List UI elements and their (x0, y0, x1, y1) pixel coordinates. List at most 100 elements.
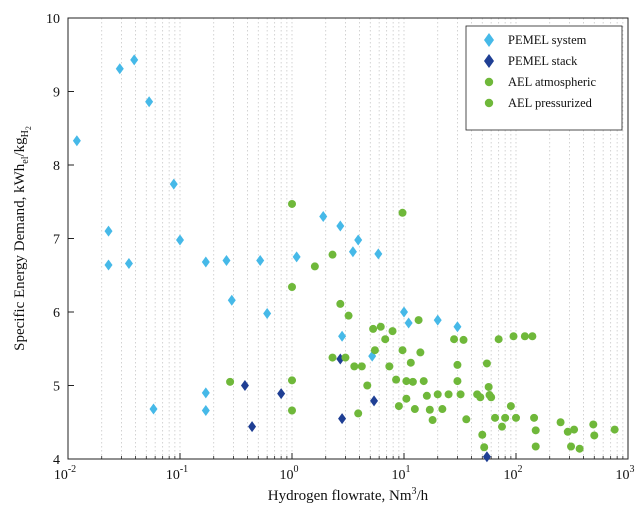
y-tick-label: 8 (53, 159, 60, 174)
data-point-pemel-system (169, 178, 178, 190)
data-point-ael-pressurized (476, 393, 485, 402)
legend-label-ael-pressurized: AEL pressurized (508, 96, 593, 110)
data-point-ael-atmospheric (226, 377, 235, 386)
data-point-pemel-system (104, 225, 113, 237)
data-point-ael-atmospheric (328, 250, 337, 259)
y-axis-label: Specific Energy Demand, kWhel/kgH2 (12, 126, 33, 351)
y-tick-label: 7 (53, 233, 60, 248)
data-point-ael-pressurized (530, 413, 539, 422)
data-point-pemel-system (72, 135, 81, 147)
data-point-ael-atmospheric (444, 390, 453, 399)
data-point-ael-atmospheric (288, 376, 296, 385)
data-point-ael-atmospheric (357, 362, 366, 371)
legend-marker-pemel-system (484, 33, 494, 47)
x-tick-label: 10-2 (54, 464, 76, 483)
data-point-ael-pressurized (456, 390, 465, 399)
data-point-ael-pressurized (491, 413, 500, 422)
data-point-ael-atmospheric (433, 390, 442, 399)
data-point-pemel-system (130, 54, 139, 66)
data-point-pemel-stack (240, 380, 249, 391)
data-point-pemel-system (433, 314, 442, 326)
data-point-ael-atmospheric (369, 324, 378, 333)
axis-ticks: 10-2 10-1 100 101 102 103 4 5 6 7 8 9 10 (46, 12, 635, 483)
data-point-pemel-system (124, 257, 133, 269)
data-point-pemel-system (292, 251, 301, 263)
x-axis-label-sup: 3 (412, 486, 417, 497)
data-point-ael-atmospheric (438, 405, 447, 414)
series-ael-atmospheric (226, 199, 459, 425)
y-axis-label-sub3: 2 (24, 126, 33, 130)
data-point-ael-atmospheric (422, 391, 431, 400)
data-point-ael-pressurized (462, 415, 471, 424)
y-tick-label: 5 (53, 380, 60, 395)
data-point-ael-atmospheric (398, 346, 407, 355)
data-point-ael-pressurized (480, 443, 489, 452)
data-point-ael-atmospheric (336, 299, 345, 308)
data-point-ael-atmospheric (428, 416, 437, 425)
data-point-ael-pressurized (453, 377, 462, 386)
data-point-ael-pressurized (512, 413, 520, 422)
data-point-pemel-stack (370, 395, 379, 407)
data-point-pemel-stack (277, 388, 286, 400)
series-pemel-system (72, 54, 462, 416)
data-point-pemel-system (374, 248, 383, 260)
data-point-pemel-stack (338, 413, 347, 425)
legend-marker-pemel-stack (484, 54, 494, 68)
x-tick-label: 10-1 (166, 464, 188, 483)
data-point-ael-atmospheric (370, 346, 379, 355)
data-point-ael-pressurized (520, 332, 529, 341)
x-tick-label: 101 (392, 464, 411, 483)
data-point-pemel-stack (248, 421, 257, 433)
y-axis-label-sub2: H (20, 130, 31, 137)
data-point-pemel-system (176, 234, 184, 246)
legend-item-ael-atmospheric: AEL atmospheric (484, 75, 597, 89)
data-point-ael-atmospheric (406, 358, 415, 367)
data-point-ael-pressurized (556, 418, 565, 427)
data-point-ael-atmospheric (288, 199, 296, 208)
data-point-ael-atmospheric (410, 405, 419, 414)
legend-item-pemel-stack: PEMEL stack (484, 54, 578, 68)
data-point-pemel-system (256, 255, 265, 267)
data-point-pemel-system (319, 210, 328, 222)
legend-item-pemel-system: PEMEL system (484, 33, 587, 47)
data-point-ael-pressurized (484, 382, 493, 391)
data-point-pemel-system (404, 317, 413, 329)
data-point-pemel-system (338, 330, 347, 342)
data-point-pemel-system (115, 63, 124, 75)
x-axis-label-tail: /h (417, 488, 429, 504)
data-point-pemel-system (453, 321, 462, 333)
data-point-ael-atmospheric (328, 353, 337, 362)
data-point-ael-atmospheric (388, 327, 397, 336)
legend-box (465, 25, 623, 131)
x-axis-label-main: Hydrogen flowrate, Nm (268, 488, 412, 504)
data-point-ael-pressurized (528, 332, 537, 341)
y-tick-label: 10 (46, 12, 60, 27)
data-points (72, 54, 619, 463)
data-point-ael-atmospheric (350, 362, 359, 371)
data-point-ael-pressurized (498, 422, 507, 431)
legend-item-ael-pressurized: AEL pressurized (484, 96, 593, 110)
y-axis-label-mid: /kg (12, 137, 28, 157)
legend: PEMEL system PEMEL stack AEL atmospheric… (465, 25, 623, 131)
data-point-ael-atmospheric (416, 348, 425, 357)
data-point-pemel-stack (482, 451, 491, 463)
data-point-ael-atmospheric (344, 311, 353, 320)
data-point-ael-atmospheric (425, 405, 434, 414)
legend-label-pemel-system: PEMEL system (508, 33, 587, 47)
data-point-ael-atmospheric (354, 409, 363, 418)
data-point-ael-atmospheric (363, 381, 372, 390)
y-tick-label: 4 (53, 453, 60, 468)
data-point-ael-pressurized (459, 335, 468, 344)
data-point-pemel-system (104, 259, 113, 271)
data-point-ael-pressurized (506, 402, 515, 411)
x-axis-label: Hydrogen flowrate, Nm3/h (268, 486, 429, 504)
data-point-pemel-system (145, 96, 154, 108)
data-point-pemel-system (354, 234, 363, 246)
data-point-ael-atmospheric (376, 322, 385, 331)
data-point-ael-atmospheric (414, 316, 423, 325)
data-point-ael-atmospheric (402, 377, 411, 386)
data-point-ael-pressurized (589, 420, 598, 429)
data-point-ael-atmospheric (402, 394, 411, 403)
data-point-ael-pressurized (501, 413, 510, 422)
